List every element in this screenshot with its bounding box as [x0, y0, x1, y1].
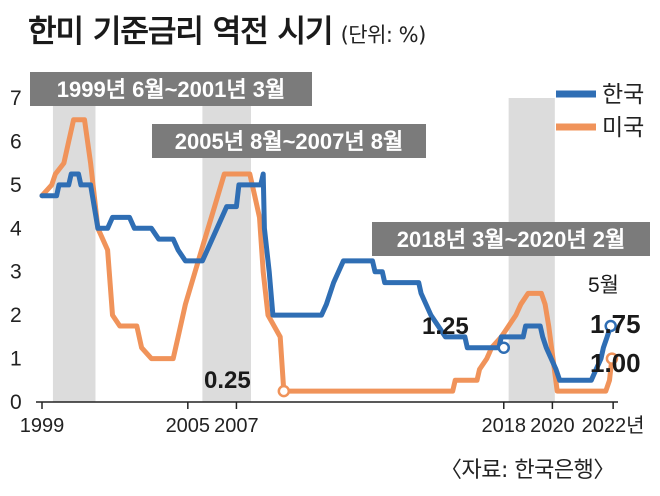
annotation-label: 5월	[588, 274, 619, 297]
y-tick-label: 7	[10, 87, 22, 110]
period-label: 2005년 8월~2007년 8월	[175, 129, 403, 154]
x-tick-label: 1999	[20, 415, 65, 437]
y-tick-label: 2	[10, 304, 22, 327]
x-tick-label: 2020	[530, 415, 575, 437]
y-tick-label: 1	[10, 348, 22, 371]
y-tick-label: 3	[10, 261, 22, 284]
unit-label: (단위: %)	[340, 23, 427, 47]
marker-us-low	[277, 384, 291, 398]
marker-us-latest	[605, 352, 619, 365]
series-lines	[39, 117, 615, 394]
y-tick-label: 0	[10, 391, 22, 414]
period-labels: 1999년 6월~2001년 3월 2005년 8월~2007년 8월 2018년 …	[30, 72, 650, 256]
x-tick-label: 2005	[166, 415, 211, 437]
legend-label: 한국	[602, 81, 644, 107]
period-label: 1999년 6월~2001년 3월	[57, 77, 285, 102]
title-row: 한미 기준금리 역전 시기 (단위: %)	[28, 6, 426, 51]
annotation-label: 1.25	[422, 313, 469, 340]
x-tick-label: 2007	[214, 415, 259, 437]
y-tick-label: 6	[10, 130, 22, 153]
period-label-box	[30, 72, 312, 106]
chart-title: 한미 기준금리 역전 시기	[28, 14, 334, 50]
marker-korea-2018	[497, 341, 511, 354]
axes: 0 1 2 3 4 5 6 7 1999 2005 2007 2018 2020 2022년	[10, 87, 645, 437]
marker-korea-latest	[604, 319, 617, 333]
period-label-box	[372, 222, 650, 256]
period-label-box	[152, 124, 426, 158]
source-note: 〈자료: 한국은행〉	[440, 458, 615, 483]
annotation-label: 0.25	[204, 367, 251, 394]
y-tick-label: 4	[10, 217, 22, 240]
x-tick-label: 2018	[482, 415, 527, 437]
legend-label: 미국	[602, 114, 644, 140]
y-tick-label: 5	[10, 174, 22, 197]
series-line-korea	[39, 171, 614, 383]
annotation-label: 1.75	[590, 309, 641, 339]
period-label: 2018년 3월~2020년 2월	[397, 227, 625, 252]
x-tick-label: 2022년	[582, 414, 645, 437]
annotation-label: 1.00	[590, 348, 641, 378]
annotations: 0.25 1.25 5월 1.75 1.00	[204, 274, 641, 398]
